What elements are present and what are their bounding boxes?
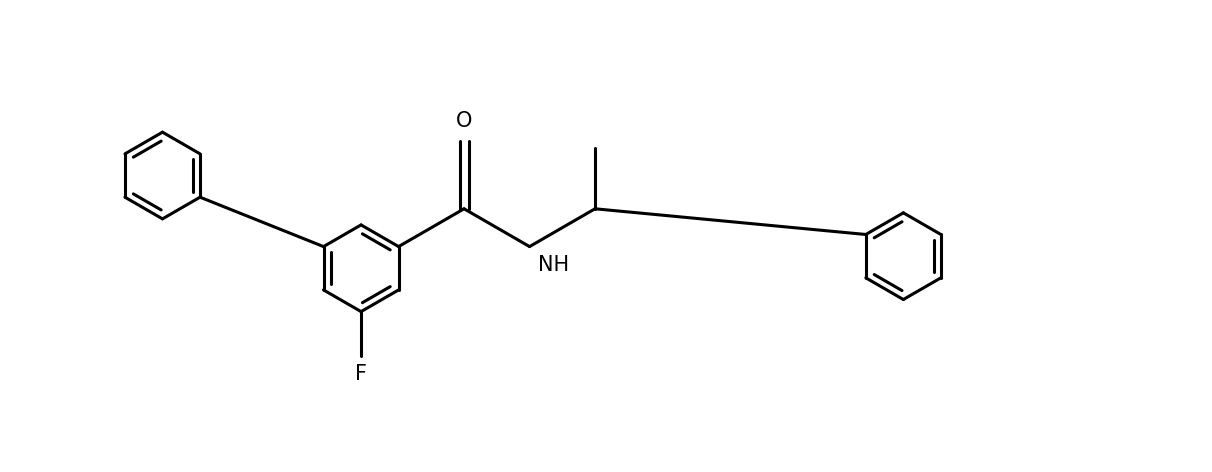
Text: F: F bbox=[355, 364, 367, 384]
Text: NH: NH bbox=[538, 255, 568, 275]
Text: O: O bbox=[456, 110, 473, 131]
